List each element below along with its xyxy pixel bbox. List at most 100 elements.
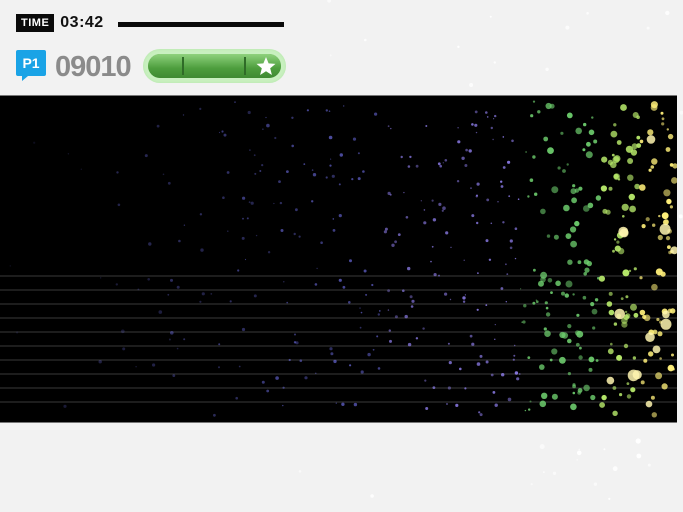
particle [456,180,460,183]
particle [669,205,674,209]
particle [543,136,549,142]
particle [507,160,511,164]
particle-glow [652,345,661,354]
time-value: 03:42 [60,14,104,31]
particle [671,177,677,184]
particle [562,169,566,173]
particle [642,314,647,320]
particle [565,280,573,288]
star-icon [256,57,276,75]
particle [617,247,625,255]
particle [639,184,646,191]
particle [567,372,572,376]
particle [587,202,594,209]
particle [574,220,580,227]
particle [397,233,401,237]
particle [530,114,534,118]
bg-sparkle [530,483,533,486]
particle [431,245,434,248]
particle [405,216,409,219]
particle [433,273,437,277]
particle [226,171,230,174]
particle [471,342,475,346]
particle [122,347,126,351]
gauge-tick [182,57,184,75]
time-display: TIME 03:42 [16,13,104,33]
particle [387,191,391,195]
particle [282,386,285,389]
particle [612,156,620,164]
particle [329,347,333,351]
particle [648,168,652,172]
particle [613,238,617,241]
particle [500,287,504,290]
particle [505,301,507,303]
particle [514,371,519,375]
particle [365,293,368,296]
gauge-tick [244,57,246,75]
particle [652,223,656,227]
particle [486,116,489,118]
particle [275,376,279,380]
particle [655,372,663,380]
time-label: TIME [16,14,55,32]
particle [630,387,636,393]
particle [593,139,598,144]
particle [660,111,664,115]
power-gauge [143,49,286,83]
particle [632,356,637,360]
particle [462,296,466,300]
particle [210,293,213,295]
particle [329,164,332,167]
particle [411,299,415,303]
p1-badge-shape [16,50,46,81]
particle [415,164,419,168]
particle [468,149,472,153]
particle [521,321,523,323]
bg-sparkle [635,438,641,444]
particle [311,169,314,171]
particle [158,310,163,314]
particle [529,178,534,182]
particle [490,222,493,225]
particle [63,404,67,408]
particle [666,128,669,131]
particle [514,257,517,260]
particle [559,356,566,364]
particle [261,380,265,384]
particle-glow [646,135,656,144]
time-bar [118,22,284,27]
particle [282,404,284,407]
particle [447,342,450,345]
bg-sparkle [593,482,598,486]
particle [229,300,232,303]
particle [342,285,346,289]
particle [201,292,205,296]
particle [655,268,663,276]
particle [325,109,328,112]
particle [162,173,165,176]
particle [409,295,413,299]
particle [523,304,527,308]
particle [445,231,449,235]
particle [582,148,586,152]
particle [462,300,466,303]
particle [612,249,615,253]
particle [579,346,582,350]
particle [517,198,520,200]
particle [253,154,256,157]
particle [479,354,483,358]
particle [360,311,363,314]
particle [247,110,251,115]
particle [439,164,443,168]
particle [234,101,236,103]
particle [591,116,594,119]
particle [338,183,341,186]
particle [394,315,398,319]
particle [544,301,548,305]
particle [541,392,548,399]
particle-glow [660,318,672,330]
particle [279,201,283,205]
particle [485,111,488,114]
particle-glow [627,369,640,382]
